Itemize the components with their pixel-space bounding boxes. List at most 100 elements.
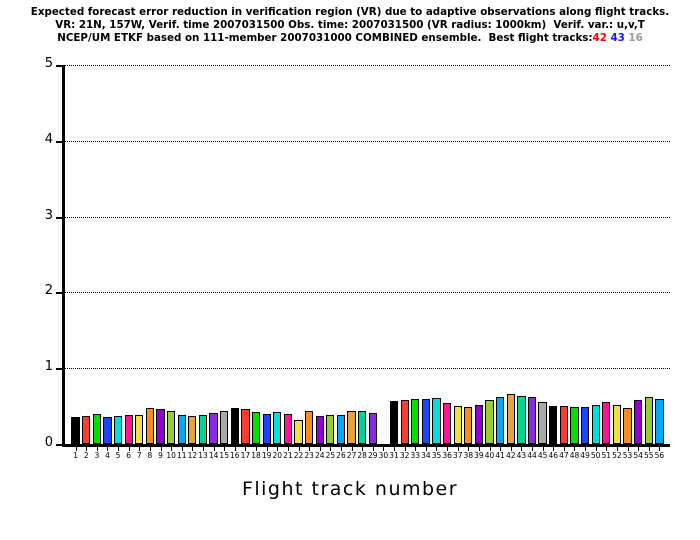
x-tick-label: 21 [283, 451, 293, 460]
bar [283, 413, 293, 444]
x-tick-mark [96, 447, 98, 451]
x-tick-label: 8 [147, 451, 153, 460]
bar [135, 415, 144, 444]
bar [442, 403, 452, 444]
x-tick-label: 30 [378, 451, 389, 460]
x-tick-mark [128, 447, 130, 451]
gridline [65, 140, 670, 142]
x-tick-mark [298, 447, 300, 451]
bar [273, 412, 282, 444]
bar [400, 400, 409, 444]
x-tick-mark [436, 447, 438, 451]
x-tick-label: 24 [314, 451, 325, 460]
x-tick-label: 34 [421, 451, 431, 460]
x-tick-label: 49 [580, 451, 590, 460]
y-tick-label: 4 [44, 131, 53, 147]
x-tick-label: 28 [357, 451, 367, 460]
y-tick-label: 1 [44, 359, 53, 375]
x-tick-label: 1 [73, 451, 78, 460]
bar [294, 419, 303, 444]
bar [347, 410, 356, 444]
x-tick-mark [234, 447, 236, 451]
x-tick-label: 32 [399, 451, 410, 460]
bar [474, 405, 484, 444]
y-tick-mark [56, 65, 63, 67]
bar [177, 415, 186, 444]
x-tick-mark [171, 447, 173, 451]
x-tick-label: 54 [633, 451, 643, 460]
x-tick-mark [372, 447, 374, 451]
x-tick-label: 11 [176, 451, 187, 460]
x-tick-mark [447, 447, 449, 451]
x-tick-mark [224, 447, 226, 451]
x-tick-label: 29 [368, 451, 378, 460]
gridline [65, 292, 670, 294]
bar [156, 409, 165, 444]
bar [612, 405, 622, 444]
x-tick-mark [256, 447, 258, 451]
x-tick-label: 23 [304, 451, 314, 460]
x-tick-mark [489, 447, 491, 451]
x-tick-label: 22 [293, 451, 304, 460]
x-tick-label: 12 [187, 451, 198, 460]
x-tick-label: 4 [105, 451, 110, 460]
bar [496, 397, 505, 444]
x-tick-mark [478, 447, 480, 451]
bar [623, 407, 632, 444]
bar [506, 393, 515, 444]
x-tick-mark [648, 447, 650, 451]
x-tick-label: 46 [548, 451, 559, 460]
x-tick-label: 27 [346, 451, 357, 460]
x-tick-label: 6 [126, 451, 132, 460]
y-tick-mark [56, 444, 63, 446]
y-tick-mark [56, 216, 63, 219]
x-tick-label: 47 [559, 451, 569, 460]
x-tick-mark [415, 447, 417, 451]
chart-title-line-3: NCEP/UM ETKF based on 111-member 2007031… [0, 32, 700, 45]
bar [336, 415, 346, 444]
x-tick-mark [532, 447, 534, 451]
bar [591, 405, 600, 444]
gridline [65, 216, 670, 218]
x-tick-mark [394, 447, 396, 451]
y-axis-line [62, 65, 65, 447]
x-tick-mark [287, 447, 289, 451]
bar [453, 406, 462, 444]
x-tick-mark [404, 447, 406, 451]
x-tick-label: 43 [516, 451, 527, 460]
x-tick-mark [202, 447, 204, 451]
x-tick-label: 36 [442, 451, 452, 460]
bar [559, 406, 568, 444]
x-tick-label: 35 [431, 451, 442, 460]
x-tick-mark [659, 447, 661, 451]
bar [103, 416, 112, 444]
y-tick-label: 2 [44, 283, 53, 299]
bar [464, 406, 473, 444]
chart-title-block: Expected forecast error reduction in ver… [0, 6, 700, 45]
x-tick-label: 33 [410, 451, 421, 460]
y-tick-label: 0 [44, 435, 53, 450]
x-tick-label: 9 [158, 451, 163, 460]
bar [145, 408, 155, 444]
x-tick-label: 52 [612, 451, 622, 460]
bar [188, 415, 197, 444]
x-tick-label: 44 [527, 451, 537, 460]
x-tick-mark [468, 447, 470, 451]
x-tick-mark [75, 447, 77, 451]
x-tick-mark [351, 447, 353, 451]
x-tick-mark [425, 447, 427, 451]
x-tick-label: 51 [601, 451, 612, 460]
x-tick-mark [638, 447, 640, 451]
bar [198, 415, 208, 444]
bar [389, 400, 399, 444]
x-tick-mark [362, 447, 364, 451]
bar [92, 413, 101, 444]
bar [421, 398, 430, 444]
x-tick-label: 26 [336, 451, 346, 460]
bar [580, 406, 590, 444]
x-tick-label: 45 [537, 451, 548, 460]
x-tick-mark [542, 447, 544, 451]
x-tick-label: 25 [325, 451, 336, 460]
y-tick-label: 5 [44, 56, 53, 71]
